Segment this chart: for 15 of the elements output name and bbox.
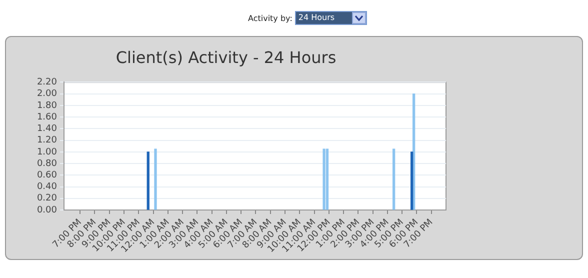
y-tick-label: 1.00: [36, 147, 58, 158]
y-tick-label: 0.20: [36, 194, 58, 204]
y-tick-label: 2.20: [36, 78, 58, 88]
y-tick-label: 0.60: [36, 170, 58, 180]
y-tick-label: 1.60: [36, 112, 58, 122]
y-tick-label: 0.80: [36, 158, 58, 169]
text: Activity by:: [248, 14, 292, 22]
y-tick-label: 1.80: [36, 100, 58, 111]
y-tick-label: 1.20: [36, 136, 58, 146]
y-tick-label: 2.00: [36, 89, 58, 100]
y-tick-label: 1.40: [36, 124, 58, 134]
y-tick-label: 0.40: [36, 182, 58, 192]
text: 24 Hours: [296, 12, 352, 24]
y-tick-label: 0.00: [36, 205, 58, 216]
chart-title: Client(s) Activity - 24 Hours: [116, 48, 336, 67]
